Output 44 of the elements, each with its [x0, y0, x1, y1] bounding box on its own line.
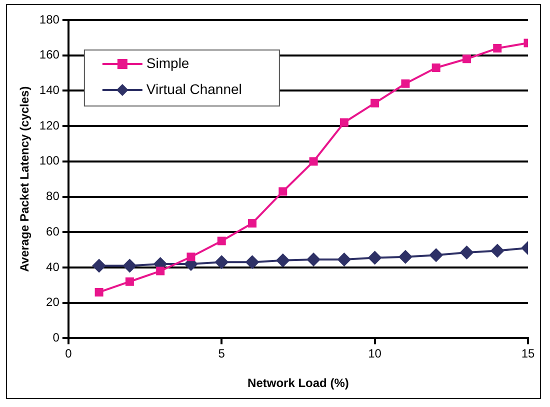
x-tick-label: 15	[521, 346, 535, 361]
point	[401, 79, 410, 88]
point	[156, 266, 165, 276]
y-tick-label: 180	[39, 12, 60, 26]
point	[432, 63, 440, 72]
point	[462, 54, 471, 64]
point	[306, 252, 321, 267]
point	[278, 187, 288, 196]
point	[214, 255, 229, 270]
y-tick-label: 160	[39, 48, 60, 62]
y-tick-label: 20	[46, 295, 60, 310]
y-tick-label: 80	[46, 189, 60, 204]
point	[340, 118, 348, 127]
point	[276, 253, 290, 268]
point	[398, 250, 412, 264]
point	[370, 98, 380, 108]
legend-label: Simple	[146, 54, 190, 71]
x-tick-label: 0	[65, 346, 72, 361]
point	[429, 248, 444, 262]
y-tick-label: 0	[52, 330, 60, 345]
point	[94, 288, 104, 296]
point	[122, 258, 137, 273]
point	[337, 252, 352, 267]
point	[186, 252, 196, 262]
y-tick-label: 120	[39, 118, 60, 132]
x-tick-label: 10	[368, 346, 382, 361]
y-tick-label: 140	[39, 83, 60, 98]
point	[493, 44, 502, 53]
point	[248, 219, 256, 228]
y-tick-label: 60	[46, 224, 60, 238]
y-tick-label: 100	[39, 154, 60, 168]
point	[490, 244, 504, 258]
legend-label: Virtual Channel	[146, 80, 242, 97]
point	[125, 277, 134, 286]
point	[217, 236, 226, 246]
point	[460, 245, 474, 260]
x-tick-label: 5	[218, 346, 226, 361]
point	[309, 157, 318, 166]
y-tick-label: 40	[46, 260, 60, 274]
point	[92, 258, 106, 273]
point	[368, 250, 382, 265]
point	[245, 255, 260, 270]
x-axis-title: Network Load (%)	[248, 376, 349, 390]
y-axis-title: Average Packet Latency (cycles)	[18, 86, 32, 272]
